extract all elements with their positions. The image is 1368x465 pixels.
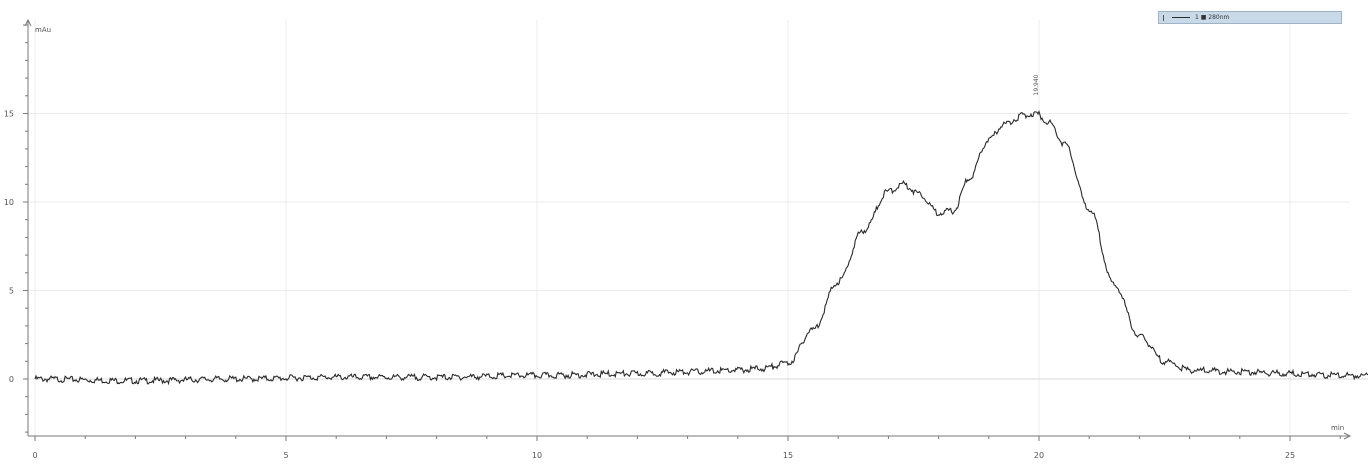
x-tick-label: 5 <box>283 451 288 460</box>
legend-marker <box>1163 14 1167 21</box>
peak-label: 19.940 <box>1033 74 1040 95</box>
series-line-0 <box>34 110 1368 386</box>
x-tick-label: 0 <box>32 451 37 460</box>
legend-label: 1 ■ 280nm <box>1195 14 1230 21</box>
axes <box>24 18 1352 440</box>
ticks: 051015202530051015 <box>4 24 1341 460</box>
legend: 1 ■ 280nm <box>1158 11 1342 24</box>
x-tick-label: 15 <box>783 451 793 460</box>
y-tick-label: 0 <box>9 375 14 384</box>
x-unit-label: min <box>1331 424 1344 432</box>
y-tick-label: 10 <box>4 198 14 207</box>
x-tick-label: 25 <box>1285 451 1295 460</box>
grid <box>28 20 1350 436</box>
series <box>34 110 1368 386</box>
y-unit-label: mAu <box>35 26 51 34</box>
x-axis-arrow <box>1343 432 1352 440</box>
legend-line-swatch <box>1172 17 1190 18</box>
y-tick-label: 15 <box>4 110 14 119</box>
y-axis-arrow <box>24 18 32 27</box>
x-tick-label: 20 <box>1034 451 1044 460</box>
x-tick-label: 10 <box>532 451 542 460</box>
y-tick-label: 5 <box>9 287 14 296</box>
